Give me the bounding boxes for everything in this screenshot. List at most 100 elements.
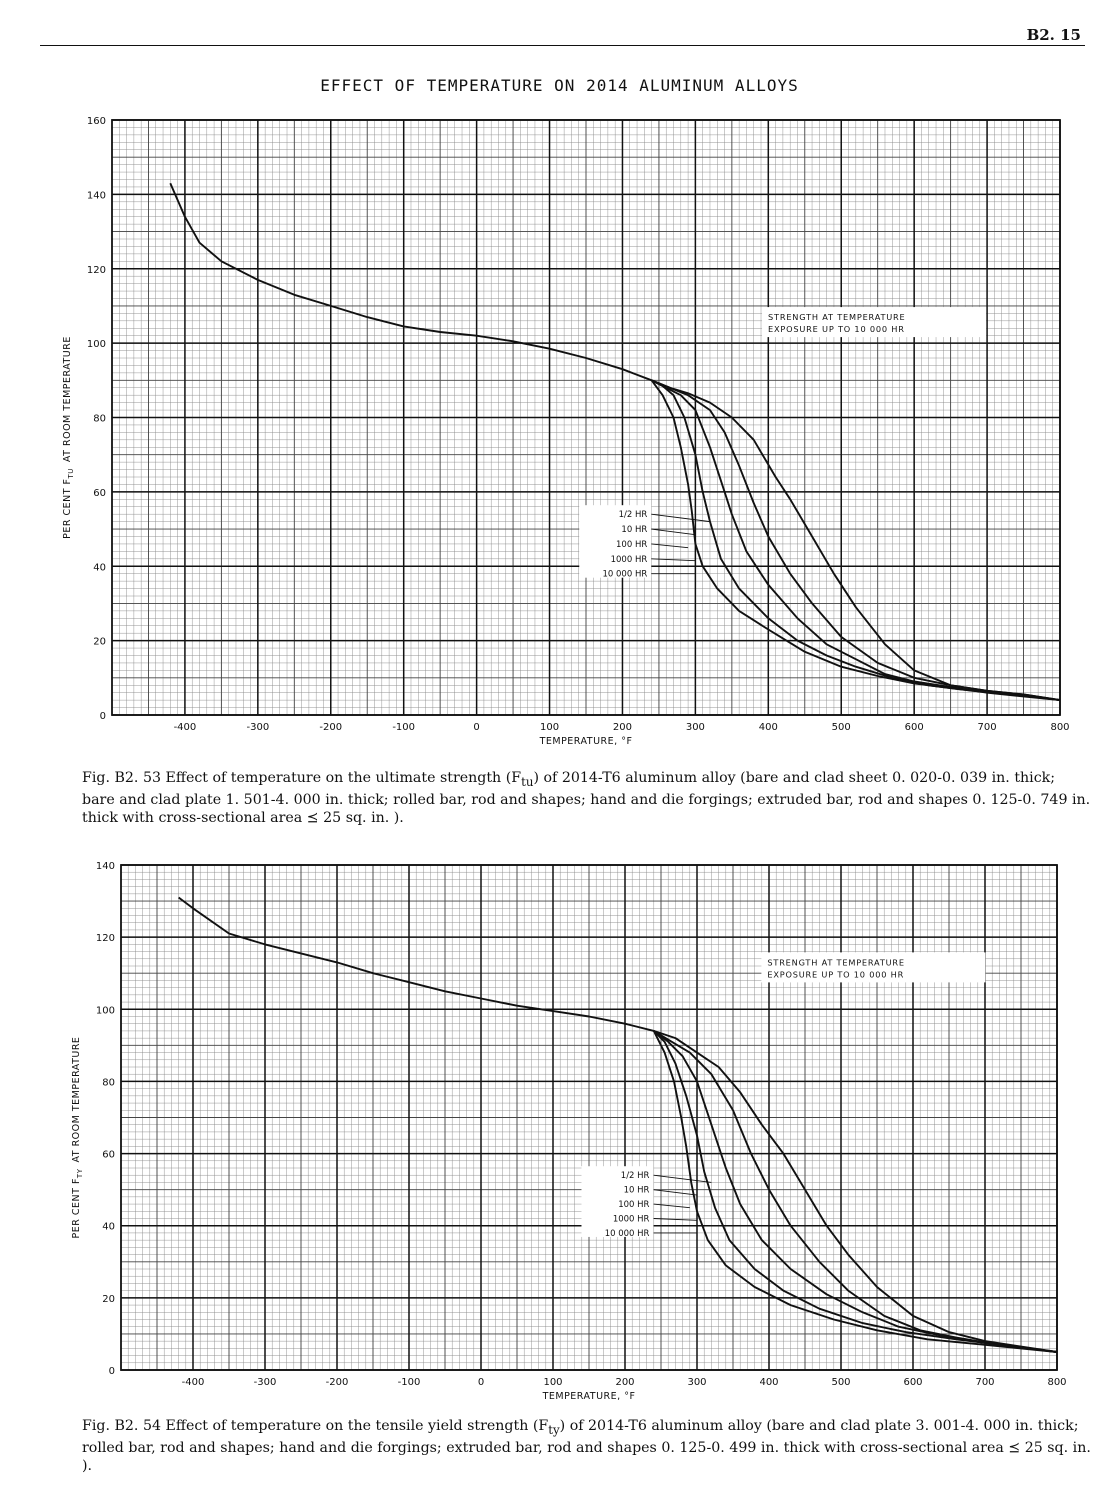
annotation-text: EXPOSURE UP TO 10 000 HR (767, 969, 904, 979)
x-tick-label: 200 (615, 1377, 634, 1388)
series-label: 1000 HR (613, 1215, 650, 1225)
annotation-text: STRENGTH AT TEMPERATURE (768, 312, 906, 322)
yield-strength-chart: -400 -300 -200 -100 0 100 200 300 400 500 600 700 80… (71, 861, 1067, 1402)
y-tick-label: 120 (96, 933, 115, 944)
common-strength-curve (169, 182, 652, 382)
caption-subscript: tu (521, 774, 534, 789)
series-label: 100 HR (618, 1200, 649, 1210)
series-leader-line (651, 528, 696, 536)
x-tick-label: -400 (174, 722, 197, 733)
series-label: 10 000 HR (605, 1229, 650, 1239)
y-tick-label: 0 (100, 711, 106, 722)
series-label: 1000 HR (611, 555, 648, 565)
x-tick-label: -200 (319, 722, 342, 733)
series-line-10-hr (653, 1030, 1058, 1353)
header-rule (40, 45, 1085, 46)
y-tick-label: 140 (87, 190, 106, 201)
series-line-1000-hr (653, 1030, 1058, 1353)
annotation-text: EXPOSURE UP TO 10 000 HR (768, 324, 905, 334)
caption-subscript: ty (548, 1422, 560, 1437)
y-axis-label: PER CENT FTU AT ROOM TEMPERATURE (62, 336, 75, 539)
y-axis-label-subscript: TU (67, 468, 75, 479)
y-tick-label: 60 (102, 1150, 115, 1161)
x-tick-label: -400 (182, 1377, 205, 1388)
x-tick-label: 800 (1047, 1377, 1066, 1388)
y-axis-label-subscript: TY (76, 1168, 84, 1179)
y-axis-label-main: PER CENT F (62, 478, 73, 538)
series-label: 100 HR (616, 540, 647, 550)
series-label: 10 HR (624, 1186, 650, 1196)
x-tick-label: 400 (759, 722, 778, 733)
series-label: 10 HR (621, 525, 647, 535)
y-axis-label-rest: AT ROOM TEMPERATURE (62, 336, 73, 462)
x-tick-label: 300 (686, 722, 705, 733)
series-line-10-hr (651, 379, 1061, 702)
x-tick-label: 600 (905, 722, 924, 733)
x-tick-label: 700 (978, 722, 997, 733)
annotation-background (761, 952, 986, 983)
series-label: 10 000 HR (603, 570, 648, 580)
series-leader-line (653, 1218, 698, 1221)
x-tick-label: -100 (398, 1377, 421, 1388)
y-tick-label: 0 (109, 1366, 115, 1377)
y-tick-label: 60 (93, 488, 106, 499)
x-tick-label: 0 (478, 1377, 484, 1388)
series-label-background (579, 505, 652, 578)
plot-frame (111, 119, 1061, 716)
x-tick-label: 500 (831, 1377, 850, 1388)
x-axis-label: TEMPERATURE, °F (539, 736, 633, 747)
x-tick-label: 0 (473, 722, 479, 733)
x-tick-label: -100 (392, 722, 415, 733)
series-leader-line (653, 1203, 690, 1209)
series-leader-line (653, 1189, 698, 1196)
series-leader-line (653, 1174, 712, 1183)
caption-text: Fig. B2. 54 Effect of temperature on the… (82, 1418, 549, 1434)
series-leader-line (651, 558, 696, 562)
y-axis-label: PER CENT FTY AT ROOM TEMPERATURE (71, 1037, 84, 1239)
x-axis-label: TEMPERATURE, °F (542, 1391, 636, 1402)
annotation-background (762, 307, 987, 338)
caption-text: ) of 2014-T6 aluminum alloy (bare and cl… (82, 1418, 1091, 1474)
x-tick-label: 700 (975, 1377, 994, 1388)
x-tick-label: 100 (543, 1377, 562, 1388)
caption-text: Fig. B2. 53 Effect of temperature on the… (82, 770, 522, 786)
x-tick-label: -300 (254, 1377, 277, 1388)
caption-text: ) of 2014-T6 aluminum alloy (bare and cl… (82, 770, 1091, 826)
y-tick-label: 120 (87, 265, 106, 276)
x-tick-label: 100 (540, 722, 559, 733)
page-title: EFFECT OF TEMPERATURE ON 2014 ALUMINUM A… (320, 76, 799, 95)
series-line-10-000-hr (650, 379, 1061, 702)
series-label: 1/2 HR (621, 1171, 650, 1181)
series-line-10-000-hr (652, 1030, 1058, 1353)
series-line-1-2-hr (653, 1029, 1058, 1353)
y-axis-label-main: PER CENT F (71, 1178, 82, 1238)
figure-caption-b2-53: Fig. B2. 53 Effect of temperature on the… (82, 769, 1092, 827)
y-tick-label: 160 (87, 116, 106, 127)
y-axis-label-rest: AT ROOM TEMPERATURE (71, 1037, 82, 1163)
x-tick-label: 300 (687, 1377, 706, 1388)
x-tick-label: 600 (903, 1377, 922, 1388)
series-label-background (581, 1166, 654, 1237)
y-tick-label: 40 (102, 1222, 115, 1233)
x-tick-label: 400 (759, 1377, 778, 1388)
x-tick-label: -300 (246, 722, 269, 733)
y-tick-label: 80 (102, 1077, 115, 1088)
x-tick-label: -200 (326, 1377, 349, 1388)
plot-frame (120, 864, 1058, 1371)
y-tick-label: 80 (93, 414, 106, 425)
y-tick-label: 140 (96, 861, 115, 872)
grid-medium (120, 864, 1058, 1371)
x-tick-label: 800 (1050, 722, 1069, 733)
page-id: B2. 15 (1026, 26, 1081, 44)
x-tick-label: 500 (832, 722, 851, 733)
series-leader-line (651, 543, 689, 549)
x-tick-label: 200 (613, 722, 632, 733)
figure-caption-b2-54: Fig. B2. 54 Effect of temperature on the… (82, 1417, 1092, 1475)
y-tick-label: 20 (102, 1294, 115, 1305)
y-tick-label: 20 (93, 637, 106, 648)
series-label: 1/2 HR (619, 510, 648, 520)
y-tick-label: 40 (93, 562, 106, 573)
annotation-text: STRENGTH AT TEMPERATURE (767, 957, 905, 967)
ultimate-strength-chart: -400 -300 -200 -100 0 100 200 300 400 500 600 700 80… (62, 116, 1070, 747)
common-strength-curve (178, 896, 655, 1032)
